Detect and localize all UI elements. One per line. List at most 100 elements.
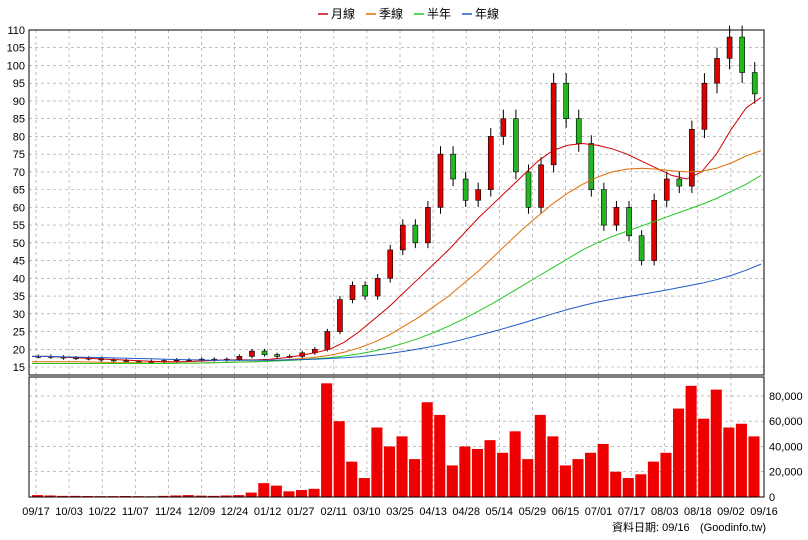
candle-up [550, 82, 557, 166]
price-tick-label: 100 [7, 60, 25, 72]
volume-tick-label: 20,000 [769, 467, 803, 479]
volume-bar [396, 436, 408, 497]
candle-down [626, 207, 632, 237]
candles [35, 25, 758, 364]
volume-bar [673, 408, 685, 497]
volume-bar [32, 495, 44, 497]
data-source-label: (Goodinfo.tw) [700, 522, 766, 534]
price-tick-label: 60 [13, 202, 25, 214]
price-tick-label: 80 [13, 131, 25, 143]
candle-up [475, 189, 481, 201]
volume-bar [245, 492, 257, 497]
price-axis-ticks: 15 20 25 30 35 40 45 50 55 60 65 70 75 80 85 90 95 100 105… [7, 25, 25, 374]
price-tick-label: 95 [13, 78, 25, 90]
date-tick-label: 03/10 [353, 506, 381, 518]
candle-down [261, 350, 268, 355]
volume-bar [698, 418, 710, 497]
date-axis-ticks: 09/17 10/03 10/22 11/07 11/24 12/09 12/24 01/12… [22, 506, 778, 518]
data-date-label: 資料日期: 09/16 [612, 520, 690, 534]
date-tick-label: 01/27 [287, 506, 315, 518]
date-tick-label: 06/15 [552, 506, 580, 518]
volume-tick-label: 80,000 [769, 391, 803, 403]
date-tick-label: 12/24 [221, 506, 249, 518]
candle-down [123, 360, 130, 362]
date-tick-label: 08/03 [651, 506, 679, 518]
volume-bar [57, 495, 69, 497]
volume-bar [685, 385, 697, 497]
volume-bar [258, 483, 270, 497]
volume-bar [195, 495, 207, 497]
volume-bar [497, 452, 509, 497]
volume-bar [647, 461, 659, 497]
date-tick-label: 11/24 [155, 506, 182, 518]
date-tick-label: 09/02 [717, 506, 745, 518]
price-tick-label: 85 [13, 114, 25, 126]
volume-bar [157, 495, 169, 497]
candle-up [726, 36, 733, 59]
candle-down [751, 72, 758, 95]
volume-bar [610, 471, 622, 497]
volume-bar [572, 459, 584, 497]
volume-tick-label: 0 [769, 492, 775, 504]
price-tick-label: 70 [13, 167, 25, 179]
candle-up [387, 249, 394, 279]
date-tick-label: 08/18 [684, 506, 712, 518]
candle-down [462, 178, 469, 201]
date-tick-label: 02/11 [320, 506, 347, 518]
volume-bar [559, 465, 571, 497]
moving-average-lines [32, 96, 762, 364]
volume-bar [371, 427, 383, 497]
legend-label: 半年 [427, 7, 451, 21]
candle-down [601, 189, 607, 226]
volume-bar [69, 495, 81, 497]
volume-bar [44, 495, 56, 497]
date-tick-label: 04/13 [419, 506, 447, 518]
candle-down [638, 235, 645, 261]
volume-bar [710, 389, 722, 497]
candle-up [425, 207, 431, 244]
candle-down [575, 118, 582, 144]
candle-down [588, 143, 595, 190]
candle-up [613, 207, 620, 226]
candle-up [349, 285, 356, 300]
volume-bar [409, 459, 421, 497]
volume-bar [446, 465, 458, 497]
date-tick-label: 05/14 [486, 506, 514, 518]
volume-bar [383, 446, 395, 497]
volume-bar [509, 431, 521, 497]
date-tick-label: 03/25 [386, 506, 414, 518]
volume-bar [119, 495, 132, 497]
volume-bar [220, 495, 232, 497]
price-tick-label: 30 [13, 309, 25, 321]
date-tick-label: 07/17 [618, 506, 646, 518]
date-tick-label: 11/07 [122, 506, 149, 518]
volume-bar [622, 478, 634, 497]
volume-tick-label: 60,000 [769, 416, 803, 428]
date-tick-label: 01/12 [254, 506, 282, 518]
date-tick-label: 09/17 [22, 506, 50, 518]
date-tick-label: 10/03 [55, 506, 83, 518]
volume-bar [321, 383, 333, 497]
price-tick-label: 35 [13, 291, 25, 303]
candle-up [714, 58, 720, 84]
legend: 月線 季線 半年 年線 [318, 6, 499, 21]
price-tick-label: 45 [13, 256, 25, 268]
price-tick-label: 40 [13, 273, 25, 285]
candle-down [676, 178, 683, 187]
volume-bar [660, 452, 672, 497]
candle-up [236, 356, 243, 360]
volume-bar [723, 427, 735, 497]
candle-up [487, 136, 494, 190]
volume-bar [358, 478, 370, 497]
price-tick-label: 25 [13, 327, 25, 339]
volume-bar [471, 449, 483, 497]
volume-bar [182, 495, 194, 497]
volume-bar [585, 452, 597, 497]
candle-up [249, 350, 255, 357]
volume-panel-frame [28, 376, 765, 498]
candle-down [362, 285, 368, 297]
volume-bar [270, 485, 282, 497]
candle-down [513, 118, 519, 173]
candle-up [538, 164, 544, 208]
